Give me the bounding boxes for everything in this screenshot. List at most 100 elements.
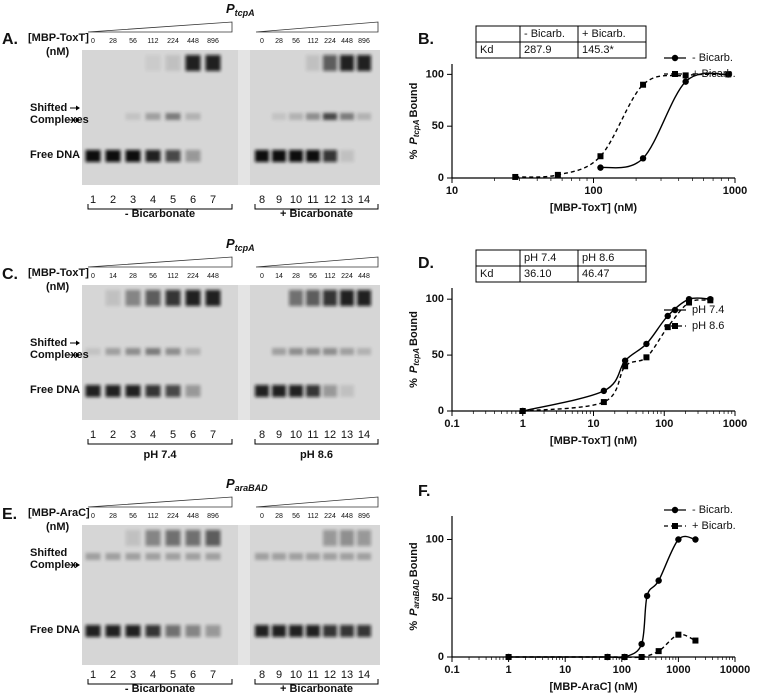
marker (600, 387, 608, 395)
bracket (254, 439, 379, 445)
yl-sub: tcpA (412, 348, 421, 366)
concentration: 896 (207, 38, 219, 45)
y-tick-label: 50 (432, 120, 444, 132)
lane-number: 7 (210, 669, 216, 681)
marker (505, 654, 512, 660)
concentration: 224 (187, 273, 199, 280)
lane-number: 10 (290, 194, 302, 206)
table-header: - Bicarb. (524, 28, 565, 40)
shift-band (165, 348, 181, 355)
concentration: 56 (129, 513, 137, 520)
legend-marker (671, 506, 679, 514)
legend-label: pH 7.4 (692, 304, 724, 316)
gel-gap (238, 50, 250, 185)
lane-number: 7 (210, 194, 216, 206)
free-label: Free DNA (30, 384, 80, 396)
lane-number: 6 (190, 194, 196, 206)
free-band (125, 150, 141, 162)
x-tick-label: 1000 (723, 185, 747, 197)
legend-marker (672, 323, 678, 329)
lane-number: 10 (290, 429, 302, 441)
shift-band (340, 348, 354, 355)
shift-band (357, 553, 371, 560)
concentration: 14 (109, 273, 117, 280)
protein-label: [MBP-ToxT] (28, 32, 89, 44)
x-tick-label: 1 (520, 418, 526, 430)
lane-number: 14 (358, 429, 370, 441)
arrow-head (76, 105, 80, 111)
free-band (185, 150, 201, 162)
free-band (125, 385, 141, 397)
lane-number: 3 (130, 194, 136, 206)
shifted-label: Shifted (30, 547, 67, 559)
concentration: 0 (91, 38, 95, 45)
top-band (165, 55, 181, 71)
yl-p: P (408, 137, 420, 145)
wedge (87, 21, 233, 33)
top-band (323, 530, 337, 546)
lane-number: 14 (358, 669, 370, 681)
gel-gap (238, 285, 250, 420)
free-band (255, 385, 269, 397)
y-tick-label: 0 (438, 651, 444, 663)
free-band (306, 385, 320, 397)
shift-band (289, 113, 303, 120)
concentration: 0 (260, 273, 264, 280)
free-label: Free DNA (30, 149, 80, 161)
concentration: 896 (358, 513, 370, 520)
arrow-head (76, 352, 80, 358)
marker (638, 654, 645, 660)
legend-label: - Bicarb. (692, 504, 733, 516)
wedge (255, 496, 379, 508)
shift-band (357, 348, 371, 355)
marker (655, 648, 662, 655)
concentration: 112 (147, 513, 158, 520)
marker (686, 299, 693, 306)
shift-band (85, 553, 101, 560)
top-band (145, 290, 161, 306)
shift-band (289, 553, 303, 560)
marker (675, 631, 682, 638)
shift-band (272, 113, 286, 120)
marker (664, 312, 671, 320)
title-sub: tcpA (235, 8, 255, 18)
lane-number: 6 (190, 669, 196, 681)
shift-band (306, 348, 320, 355)
table-row-label: Kd (480, 44, 493, 56)
x-tick-label: 10 (587, 418, 599, 430)
marker (643, 354, 650, 361)
yl-prefix: % (408, 149, 420, 159)
panel-letter: D. (418, 255, 434, 272)
lane-number: 9 (276, 429, 282, 441)
legend-marker (672, 71, 678, 77)
fit-line (508, 633, 696, 659)
yl-suffix: Bound (408, 542, 420, 577)
concentration: 112 (307, 38, 318, 45)
group-label: pH 7.4 (143, 449, 177, 461)
x-axis-label: [MBP-AraC] (nM) (550, 681, 638, 693)
free-band (340, 625, 354, 637)
gel-title: ParaBAD (226, 476, 268, 493)
concentration: 448 (207, 273, 219, 280)
yl-p: P (408, 608, 420, 616)
x-tick-label: 100 (613, 664, 631, 676)
shifted-label: Complexes (30, 114, 89, 126)
concentration: 448 (187, 38, 199, 45)
lane-number: 4 (150, 429, 156, 441)
x-tick-label: 0.1 (444, 418, 459, 430)
marker (692, 536, 699, 543)
lane-number: 13 (341, 429, 353, 441)
shift-band (85, 348, 101, 355)
lane-number: 5 (170, 669, 176, 681)
marker (682, 72, 689, 79)
table-cell: 287.9 (524, 44, 552, 56)
marker (621, 654, 628, 660)
free-band (289, 625, 303, 637)
concentration: 0 (91, 273, 95, 280)
arrow-head (76, 340, 80, 346)
table-header: pH 8.6 (582, 252, 614, 264)
concentration: 56 (129, 38, 137, 45)
yl-p: P (408, 365, 420, 373)
free-band (289, 385, 303, 397)
top-band (165, 290, 181, 306)
